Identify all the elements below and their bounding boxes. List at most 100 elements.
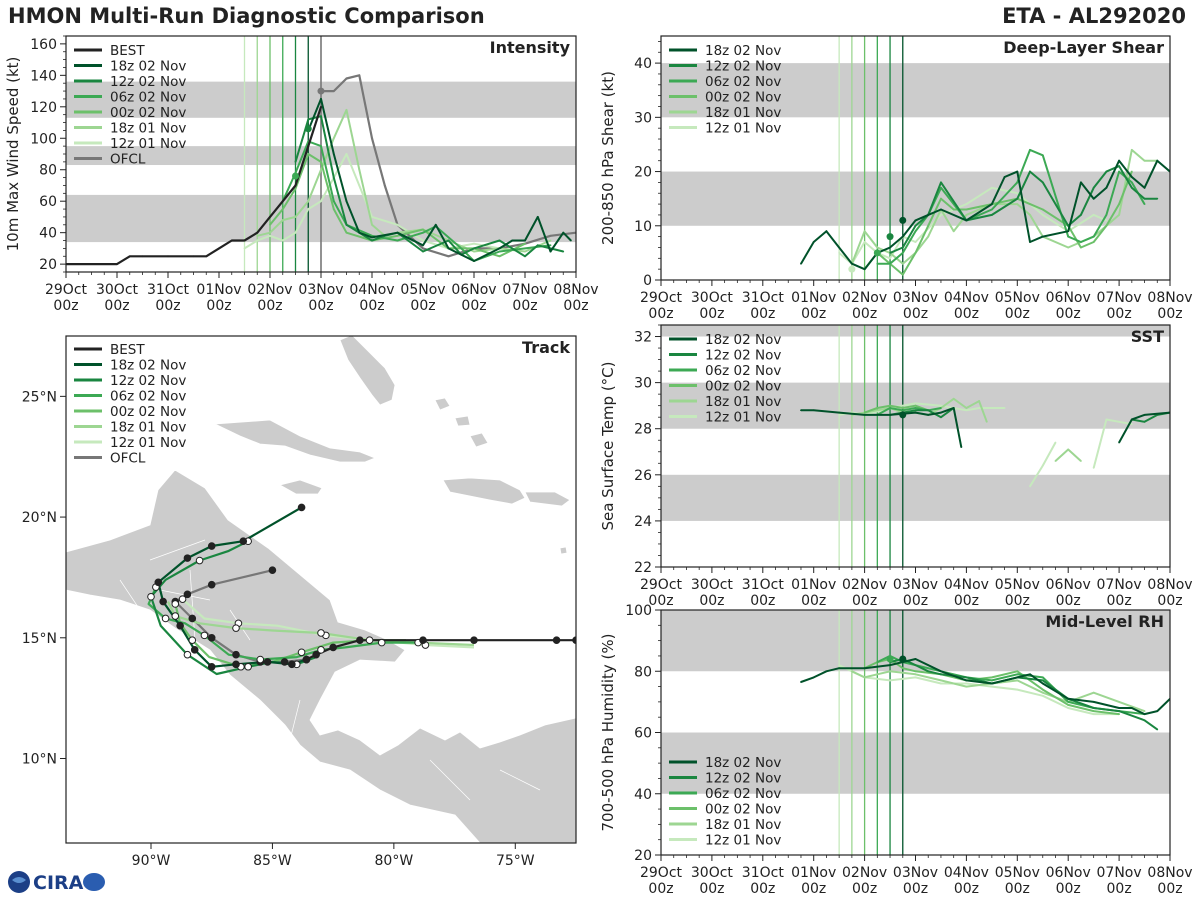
data-point-12z-02-nov [914, 409, 917, 412]
legend-label-06z-02-nov: 06z 02 Nov [110, 90, 186, 106]
chart-title: SST [1131, 327, 1164, 346]
data-point-18z-02-nov [927, 214, 930, 216]
track-point-12z-02-nov [147, 592, 155, 601]
track-point-best [329, 643, 337, 652]
track-point-00z-02-nov [365, 636, 374, 645]
data-point-06z-02-nov [1080, 241, 1082, 243]
data-point-00z-02-nov [876, 407, 879, 409]
data-point-18z-01-nov [1054, 460, 1057, 462]
data-point-18z-02-nov [1130, 176, 1133, 178]
data-point-00z-02-nov [901, 667, 904, 670]
data-point-06z-02-nov [332, 200, 335, 203]
chart-intensity: 2040608010012014016029Oct00z30Oct00z31Oc… [4, 35, 599, 314]
data-point-best [256, 231, 259, 234]
chart-track: 90°W 85°W 80°W 75°W 10°N 15°N 20°N 25°N Track BES… [22, 335, 577, 869]
x-tick-label-hour: 00z [903, 881, 928, 897]
data-point-12z-02-nov [889, 251, 891, 254]
legend-label-18z-02-nov: 18z 02 Nov [705, 43, 781, 59]
data-point-best [230, 239, 233, 242]
data-point-18z-01-nov [1080, 460, 1082, 462]
y-tick-label: 32 [634, 330, 652, 346]
y-tick-label: 140 [30, 68, 57, 84]
data-point-00z-02-nov [940, 197, 942, 200]
data-point-06z-02-nov [1067, 700, 1070, 703]
data-point-18z-02-nov [1041, 235, 1044, 238]
data-point-18z-02-nov [1118, 707, 1120, 709]
data-point-ofcl [383, 184, 386, 187]
y-tick-label: 40 [634, 56, 652, 72]
y-tick-label: 100 [625, 603, 652, 619]
chart-title: Mid-Level RH [1045, 612, 1164, 631]
data-point-18z-02-nov [914, 411, 917, 414]
data-point-ofcl [332, 90, 335, 92]
data-point-12z-01-nov [1029, 485, 1031, 488]
track-point-best [356, 636, 364, 645]
data-point-18z-01-nov [1092, 691, 1095, 694]
land-shape [434, 397, 451, 411]
data-point-06z-02-nov [320, 145, 322, 148]
x-tick-label-hour: 00z [1005, 881, 1030, 897]
x-tick-label: 08Nov [1147, 865, 1192, 881]
land-shape [213, 419, 377, 463]
data-point-12z-02-nov [965, 676, 968, 679]
data-point-18z-02-nov [1118, 159, 1120, 162]
data-point-12z-01-nov [1003, 407, 1006, 409]
data-point-00z-02-nov [269, 223, 271, 226]
data-point-00z-02-nov [498, 255, 501, 258]
legend-label-best: BEST [110, 342, 145, 358]
legend-label-18z-02-nov: 18z 02 Nov [705, 755, 781, 771]
data-point-12z-01-nov [838, 413, 841, 416]
data-point-12z-02-nov [1016, 197, 1019, 200]
init-marker-12z-02-nov [886, 233, 894, 241]
data-point-18z-01-nov [940, 679, 942, 682]
data-point-12z-02-nov [901, 246, 904, 249]
data-point-12z-02-nov [332, 176, 335, 179]
x-tick-label: 31Oct [742, 865, 785, 881]
data-point-12z-01-nov [838, 664, 841, 667]
data-point-18z-02-nov [914, 658, 917, 660]
data-point-12z-02-nov [1105, 170, 1108, 173]
data-point-best [243, 239, 246, 242]
y-tick-label: 80 [39, 163, 57, 179]
x-tick-label-hour: 00z [852, 593, 877, 609]
legend-label-18z-02-nov: 18z 02 Nov [705, 332, 781, 348]
data-point-18z-01-nov [1143, 159, 1146, 162]
data-point-18z-02-nov [812, 241, 815, 243]
data-point-12z-02-nov [1156, 197, 1159, 200]
legend-label-00z-02-nov: 00z 02 Nov [705, 379, 781, 395]
x-tick-label: 08Nov [1147, 577, 1192, 593]
data-point-06z-02-nov [524, 247, 526, 250]
x-tick-label: 07Nov [502, 282, 547, 298]
data-point-18z-01-nov [952, 397, 955, 400]
x-tick-label: 05Nov [995, 290, 1040, 306]
data-point-18z-01-nov [914, 673, 917, 676]
data-point-18z-02-nov [1067, 697, 1070, 700]
data-point-18z-01-nov [876, 409, 879, 412]
data-point-00z-02-nov [952, 208, 955, 211]
data-point-00z-02-nov [1130, 170, 1133, 173]
data-point-12z-01-nov [1092, 214, 1095, 216]
series-line-06z-02-nov [876, 407, 942, 416]
data-point-18z-01-nov [1029, 214, 1031, 216]
data-point-18z-02-nov [1092, 700, 1095, 703]
land-shape [442, 477, 526, 505]
y-tick-label: 20 [39, 257, 57, 273]
data-point-06z-02-nov [422, 231, 424, 234]
series-line-00z-02-nov [269, 153, 526, 258]
series-line-best [66, 106, 323, 266]
legend-label-12z-01-nov: 12z 01 Nov [110, 435, 186, 451]
data-point-12z-01-nov [990, 685, 993, 688]
legend-label-ofcl: OFCL [110, 451, 146, 467]
shaded-band [661, 63, 1170, 118]
data-point-12z-02-nov [1041, 181, 1044, 184]
x-tick-label: 02Nov [842, 865, 887, 881]
track-point-18z-01-nov [171, 612, 180, 620]
init-marker-ofcl [317, 87, 325, 95]
series-line-18z-01-nov [1054, 448, 1082, 462]
legend-label-12z-02-nov: 12z 02 Nov [705, 348, 781, 364]
data-point-12z-02-nov [447, 239, 450, 242]
data-point-00z-02-nov [1105, 224, 1108, 227]
data-point-12z-01-nov [281, 239, 284, 242]
shaded-band [661, 171, 1170, 226]
data-point-12z-01-nov [990, 407, 993, 409]
